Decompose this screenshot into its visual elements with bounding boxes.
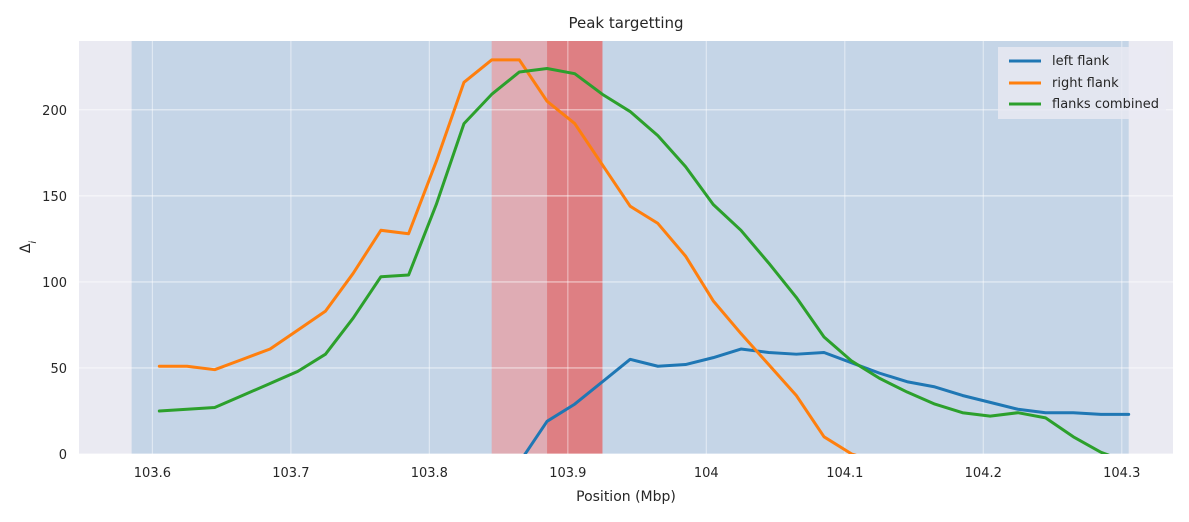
legend-label: right flank	[1052, 76, 1119, 91]
y-axis-label: Δi	[18, 241, 39, 254]
y-tick-label: 50	[50, 362, 67, 377]
y-axis-label-base: Δ	[18, 243, 34, 253]
x-tick-label: 103.9	[549, 466, 586, 481]
x-tick-label: 104.1	[826, 466, 863, 481]
legend-entry: right flank	[1009, 76, 1119, 91]
gridlines	[79, 41, 1173, 455]
x-axis-label: Position (Mbp)	[576, 489, 676, 505]
span-window	[131, 41, 1129, 454]
y-axis-label-subscript: i	[28, 241, 39, 244]
series-line-right-flank	[157, 58, 857, 454]
series-line-left-flank	[523, 347, 1131, 454]
x-tick-labels: 103.6 103.7 103.8 103.9 104 104.1 104.2 104.3	[134, 466, 1141, 481]
y-tick-labels: 0 50 100 150 200	[42, 104, 67, 463]
shaded-spans	[131, 41, 1129, 454]
x-tick-label: 103.7	[272, 466, 309, 481]
x-tick-label: 103.8	[411, 466, 448, 481]
x-tick-label: 103.6	[134, 466, 171, 481]
series-lines	[157, 58, 1131, 454]
chart-title: Peak targetting	[568, 14, 683, 32]
span-peak-inner	[547, 41, 603, 454]
y-tick-label: 100	[42, 276, 67, 291]
x-tick-label: 104	[694, 466, 719, 481]
x-tick-label: 104.2	[965, 466, 1002, 481]
legend-label: left flank	[1052, 54, 1110, 69]
legend-entry: flanks combined	[1009, 97, 1159, 112]
series-line-flanks-combined	[157, 67, 1110, 454]
y-tick-label: 200	[42, 104, 67, 119]
legend-label: flanks combined	[1052, 97, 1159, 112]
y-tick-label: 150	[42, 190, 67, 205]
y-tick-label: 0	[59, 448, 67, 463]
x-tick-label: 104.3	[1103, 466, 1140, 481]
legend-entry: left flank	[1009, 54, 1110, 69]
legend: left flank right flank flanks combined	[998, 47, 1166, 119]
